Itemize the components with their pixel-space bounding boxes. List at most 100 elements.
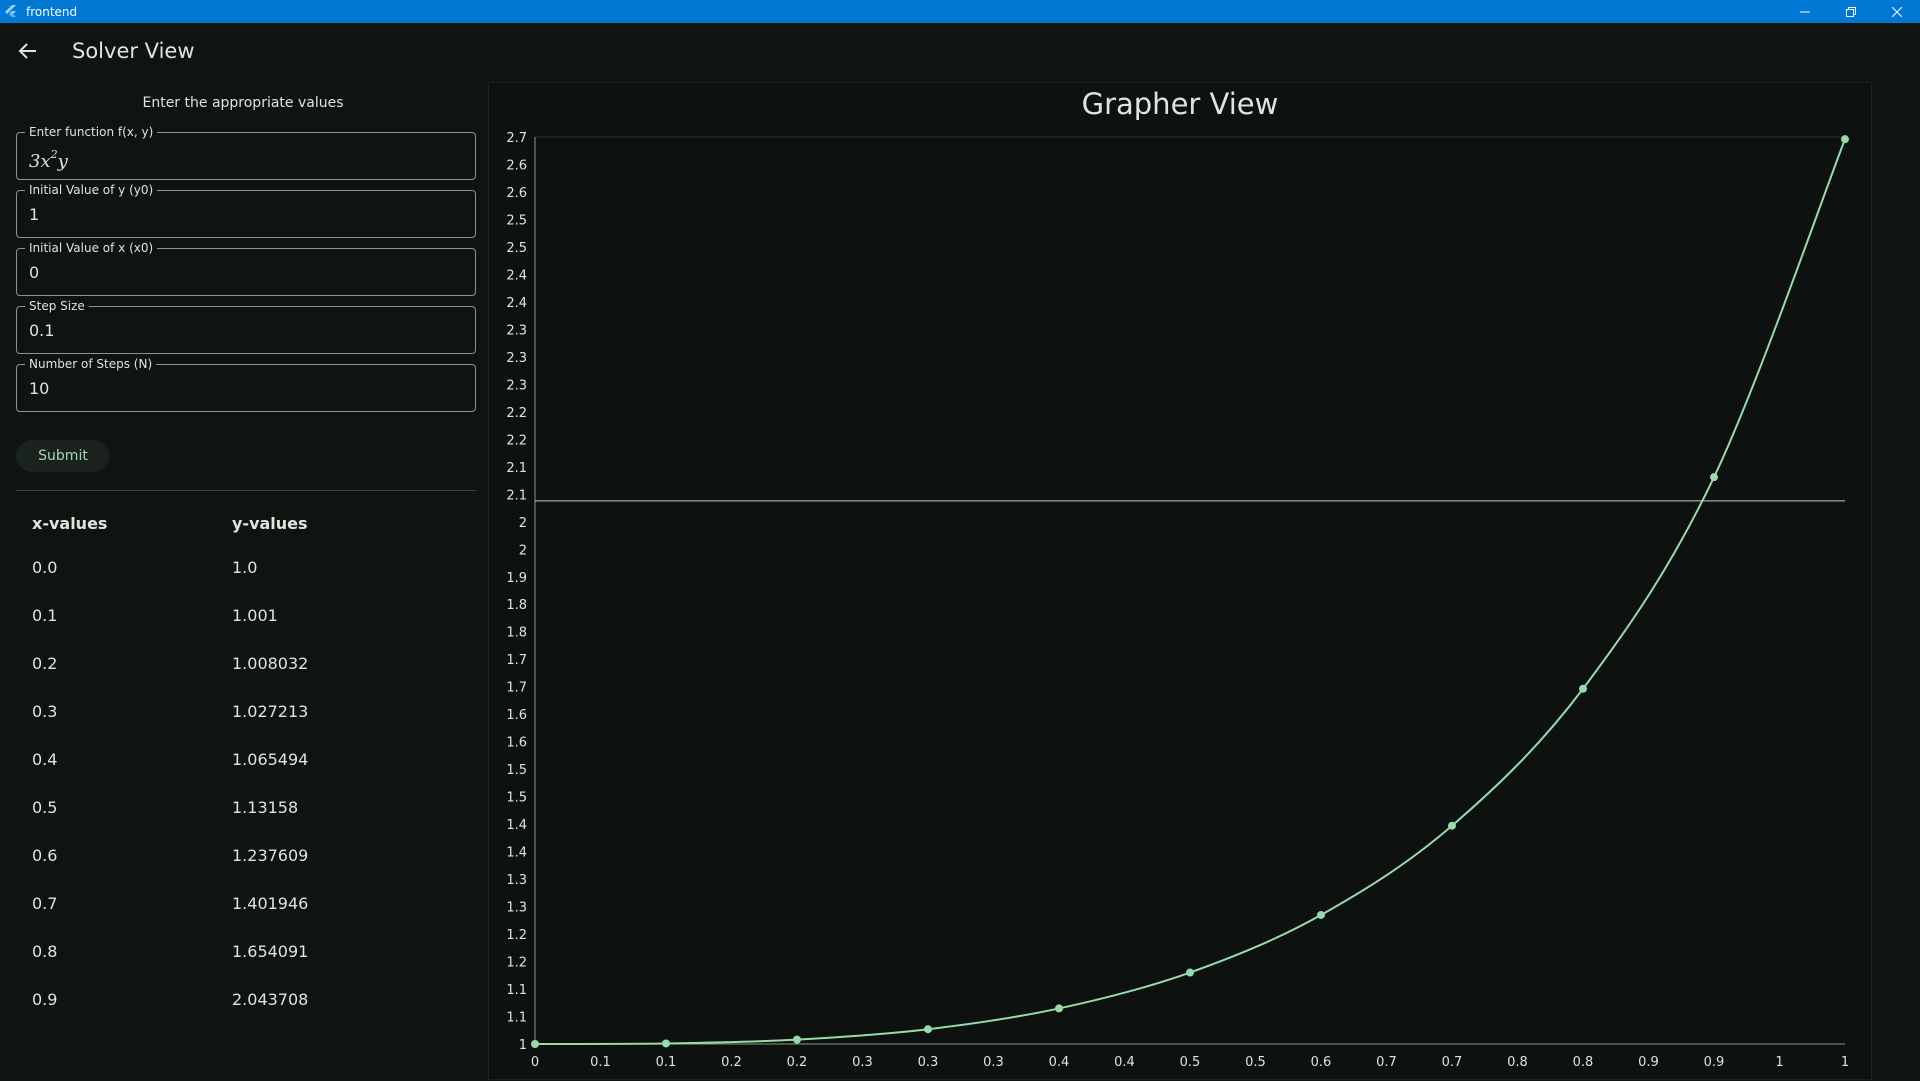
table-row: 0.0 1.0 — [16, 543, 476, 591]
data-point — [924, 1025, 932, 1034]
num-steps-field-value[interactable]: 10 — [29, 379, 50, 398]
function-base: 3x — [29, 151, 51, 172]
x-tick-label: 0.9 — [1704, 1055, 1725, 1070]
arrow-back-icon — [18, 43, 36, 59]
function-field-label: Enter function f(x, y) — [25, 125, 158, 139]
data-point — [1317, 910, 1325, 919]
num-steps-field[interactable]: Number of Steps (N) 10 — [16, 357, 476, 412]
cell-x: 0.1 — [32, 605, 58, 625]
y-tick-label: 1.6 — [506, 736, 527, 751]
data-point — [1055, 1004, 1063, 1013]
grapher-title: Grapher View — [1081, 87, 1279, 121]
x-tick-label: 0 — [531, 1055, 539, 1070]
table-row: 0.5 1.13158 — [16, 783, 476, 831]
minimize-button[interactable] — [1782, 0, 1828, 23]
y-tick-label: 2 — [519, 543, 527, 558]
cell-x: 0.2 — [32, 653, 58, 673]
x-tick-label: 0.4 — [1049, 1055, 1070, 1070]
y-tick-label: 1.8 — [506, 626, 527, 641]
cell-x: 0.0 — [32, 557, 58, 577]
x0-field-value[interactable]: 0 — [29, 263, 40, 282]
back-button[interactable] — [0, 23, 56, 79]
y-tick-label: 1.4 — [506, 846, 527, 861]
cell-y: 1.027213 — [232, 701, 309, 721]
y-tick-label: 1.2 — [506, 928, 527, 943]
y-tick-label: 2.7 — [506, 131, 527, 146]
cell-x: 0.8 — [32, 941, 58, 961]
y-tick-label: 1.7 — [506, 681, 527, 696]
y0-field[interactable]: Initial Value of y (y0) 1 — [16, 183, 476, 238]
form-heading: Enter the appropriate values — [142, 95, 344, 111]
data-point — [1710, 473, 1718, 482]
y-tick-label: 2.5 — [506, 213, 527, 228]
restore-button[interactable] — [1828, 0, 1874, 23]
close-icon — [1892, 6, 1902, 17]
y-tick-label: 1.5 — [506, 791, 527, 806]
x-tick-label: 0.2 — [787, 1055, 808, 1070]
function-field[interactable]: Enter function f(x, y) 3x2y — [16, 125, 476, 180]
cell-x: 0.9 — [32, 989, 58, 1009]
data-point — [793, 1035, 801, 1044]
x-tick-label: 0.1 — [590, 1055, 611, 1070]
step-size-field-value[interactable]: 0.1 — [29, 321, 55, 340]
cell-y: 1.008032 — [232, 653, 309, 673]
table-row: 0.9 2.043708 — [16, 975, 476, 1023]
y-tick-label: 2.3 — [506, 378, 527, 393]
y-tick-label: 1.3 — [506, 901, 527, 916]
cell-x: 0.5 — [32, 797, 58, 817]
cell-x: 0.7 — [32, 893, 58, 913]
y-tick-label: 1.6 — [506, 708, 527, 723]
y-tick-label: 2.6 — [506, 186, 527, 201]
table-row: 0.6 1.237609 — [16, 831, 476, 879]
x0-field-label: Initial Value of x (x0) — [25, 241, 158, 255]
y-tick-label: 1.8 — [506, 598, 527, 613]
y-tick-label: 1.4 — [506, 818, 527, 833]
y-tick-label: 1.2 — [506, 956, 527, 971]
page-title: Solver View — [72, 39, 195, 63]
y-tick-label: 1.3 — [506, 873, 527, 888]
y-tick-label: 2.4 — [506, 268, 527, 283]
x-tick-label: 0.3 — [983, 1055, 1004, 1070]
close-button[interactable] — [1874, 0, 1920, 23]
y0-field-value[interactable]: 1 — [29, 205, 40, 224]
data-point — [1579, 684, 1587, 693]
submit-button[interactable]: Submit — [16, 440, 110, 472]
x-tick-label: 0.8 — [1507, 1055, 1528, 1070]
step-size-field[interactable]: Step Size 0.1 — [16, 299, 476, 354]
y-tick-label: 2.2 — [506, 406, 527, 421]
data-point — [662, 1039, 670, 1048]
data-point — [1841, 135, 1849, 144]
cell-x: 0.6 — [32, 845, 58, 865]
x0-field[interactable]: Initial Value of x (x0) 0 — [16, 241, 476, 296]
app-bar: Solver View — [0, 23, 1920, 79]
table-row: 0.7 1.401946 — [16, 879, 476, 927]
line-chart: 1 1.1 1.1 1.2 1.2 1.3 1.3 1.4 1.4 1.5 1.5 1.6 1.6 1.7… — [506, 131, 1849, 1070]
function-exponent: 2 — [50, 148, 58, 161]
x-tick-label: 0.3 — [852, 1055, 873, 1070]
x-tick-label: 0.6 — [1311, 1055, 1332, 1070]
x-tick-label: 0.3 — [918, 1055, 939, 1070]
series-line — [534, 138, 1846, 1045]
data-point — [531, 1040, 539, 1048]
results-table: x-values y-values 0.0 1.0 0.1 1.001 0.2 1.0… — [16, 503, 476, 1023]
x-tick-label: 0.7 — [1442, 1055, 1463, 1070]
window-titlebar: frontend — [0, 0, 1920, 23]
y-tick-label: 1.1 — [506, 1011, 527, 1026]
cell-y: 2.043708 — [232, 989, 309, 1009]
cell-y: 1.065494 — [232, 749, 309, 769]
num-steps-field-label: Number of Steps (N) — [25, 357, 157, 371]
table-row: 0.4 1.065494 — [16, 735, 476, 783]
y-tick-label: 1.7 — [506, 653, 527, 668]
solver-form-panel: Enter the appropriate values Enter funct… — [16, 86, 476, 1023]
cell-x: 0.3 — [32, 701, 58, 721]
cell-y: 1.237609 — [232, 845, 309, 865]
y-tick-label: 2.2 — [506, 433, 527, 448]
function-field-value[interactable]: 3x2y — [29, 133, 68, 179]
step-size-field-label: Step Size — [25, 299, 89, 313]
cell-y: 1.0 — [232, 557, 258, 577]
cell-y: 1.401946 — [232, 893, 309, 913]
y-tick-label: 2 — [519, 516, 527, 531]
cell-x: 0.4 — [32, 749, 58, 769]
table-row: 0.1 1.001 — [16, 591, 476, 639]
flutter-logo-icon — [5, 4, 16, 17]
